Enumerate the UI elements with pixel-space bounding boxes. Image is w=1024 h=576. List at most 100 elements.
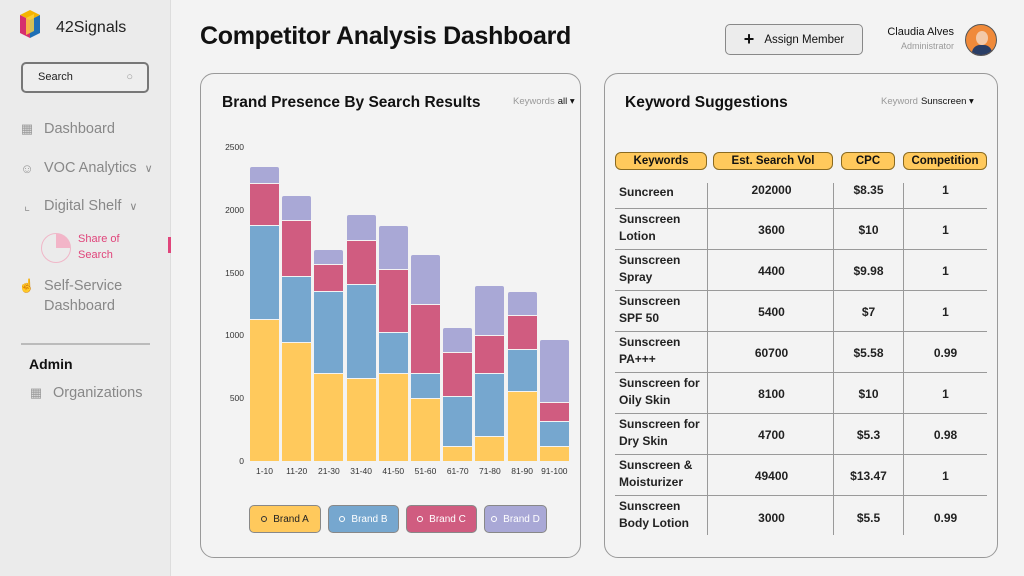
sidebar-item-share-of-search[interactable]: Share of Search <box>78 231 138 263</box>
x-tick-label: 81-90 <box>511 466 533 476</box>
bar-segment[interactable] <box>475 336 505 374</box>
bar-segment[interactable] <box>539 402 569 421</box>
label: Dashboard <box>44 121 115 137</box>
bar-segment[interactable] <box>346 214 376 240</box>
keyword-cell: Sunscreen Lotion <box>619 212 681 243</box>
bar-segment[interactable] <box>314 249 344 264</box>
bar-segment[interactable] <box>539 421 569 446</box>
column-header: CPC <box>841 152 895 170</box>
legend-marker-icon <box>339 516 346 522</box>
value-cell: $5.5 <box>856 510 881 525</box>
y-tick-label: 2000 <box>225 204 244 215</box>
y-tick-label: 1500 <box>225 267 244 278</box>
bar-segment[interactable] <box>443 446 473 461</box>
bar-segment[interactable] <box>507 316 537 350</box>
bar-segment[interactable] <box>378 225 408 269</box>
bar-segment[interactable] <box>507 391 537 461</box>
assign-member-button[interactable]: + Assign Member <box>725 24 863 55</box>
bar-segment[interactable] <box>282 342 312 461</box>
bar-segment[interactable] <box>282 277 312 342</box>
x-tick-label: 71-80 <box>479 466 501 476</box>
value-cell: 4400 <box>758 263 785 278</box>
legend-item[interactable]: Brand B <box>328 505 399 533</box>
keyword-cell: Sunscreen PA+++ <box>619 335 681 366</box>
bar-segment[interactable] <box>411 254 440 304</box>
bar-segment[interactable] <box>346 379 376 461</box>
bar-segment[interactable] <box>539 340 569 402</box>
admin-heading: Admin <box>29 356 73 372</box>
keyword-cell: Sunscreen for Oily Skin <box>619 376 700 407</box>
bar-segment[interactable] <box>346 240 376 284</box>
bar-segment[interactable] <box>378 332 408 374</box>
search-placeholder: Search <box>38 71 73 83</box>
users-icon: ☺ <box>20 160 34 176</box>
bar-segment[interactable] <box>411 374 440 399</box>
column-header: Competition <box>903 152 987 170</box>
bar-segment[interactable] <box>475 374 505 436</box>
value-cell: $10 <box>858 222 879 237</box>
bar-segment[interactable] <box>346 284 376 379</box>
brand-name: 42Signals <box>56 19 127 36</box>
chevron-down-icon: ∨ <box>129 200 138 213</box>
avatar[interactable] <box>965 24 997 56</box>
bar-segment[interactable] <box>250 225 279 320</box>
value-cell: 4700 <box>758 427 785 442</box>
value-cell: $9.98 <box>853 263 884 278</box>
y-tick-label: 0 <box>239 456 244 466</box>
legend-item[interactable]: Brand D <box>484 505 547 533</box>
keyword-cell: Sunscreen Spray <box>619 253 681 284</box>
bar-segment[interactable] <box>443 396 473 446</box>
bar-segment[interactable] <box>475 286 505 336</box>
x-tick-label: 41-50 <box>382 466 405 476</box>
chart-line-icon: ⌞ <box>23 198 31 213</box>
row-divider <box>615 249 987 250</box>
x-tick-label: 11-20 <box>286 466 308 476</box>
bar-segment[interactable] <box>378 374 408 461</box>
column-divider <box>833 183 834 535</box>
bar-segment[interactable] <box>507 350 537 391</box>
column-divider <box>903 183 904 535</box>
bar-segment[interactable] <box>443 352 473 396</box>
filter-label: Keywords <box>513 96 555 107</box>
x-tick-label: 51-60 <box>414 466 437 476</box>
keyword-cell: Suncreen <box>619 185 674 199</box>
bar-segment[interactable] <box>314 374 344 461</box>
hand-icon: ☝ <box>18 278 36 293</box>
x-tick-label: 61-70 <box>446 466 469 476</box>
bar-segment[interactable] <box>411 305 440 374</box>
keyword-cell: Sunscreen for Dry Skin <box>619 417 700 448</box>
sidebar-item-voc-analytics[interactable]: ☺ VOC Analytics ∨ <box>18 160 152 176</box>
bar-segment[interactable] <box>282 221 312 277</box>
keyword-cell: Sunscreen Body Lotion <box>619 499 689 530</box>
legend-item[interactable]: Brand C <box>406 505 477 533</box>
legend-marker-icon <box>261 516 268 522</box>
bar-segment[interactable] <box>314 264 344 292</box>
keyword-filter[interactable]: Keyword Sunscreen ▾ <box>881 96 974 107</box>
keywords-filter[interactable]: Keywords all ▾ <box>513 96 575 107</box>
bar-segment[interactable] <box>314 292 344 374</box>
x-tick-label: 21-30 <box>318 466 340 476</box>
page-title: Competitor Analysis Dashboard <box>200 22 572 50</box>
bar-segment[interactable] <box>282 196 312 221</box>
bar-segment[interactable] <box>411 399 440 461</box>
search-input[interactable]: Search ○ <box>21 62 149 93</box>
sidebar-item-self-service-dashboard[interactable]: ☝ Self-Service Dashboard <box>18 276 144 316</box>
value-cell: $8.35 <box>853 183 884 197</box>
legend-marker-icon <box>491 516 498 522</box>
bar-segment[interactable] <box>539 446 569 461</box>
bar-segment[interactable] <box>250 320 279 461</box>
bar-segment[interactable] <box>443 327 473 352</box>
bar-segment[interactable] <box>475 436 505 461</box>
sidebar-item-organizations[interactable]: ▦ Organizations <box>27 385 143 401</box>
value-cell: 3600 <box>758 222 785 237</box>
bar-segment[interactable] <box>250 166 279 184</box>
bar-segment[interactable] <box>507 292 537 316</box>
plus-icon: + <box>743 29 755 49</box>
bar-segment[interactable] <box>250 184 279 225</box>
row-divider <box>615 208 987 209</box>
sidebar-item-digital-shelf[interactable]: ⌞ Digital Shelf ∨ <box>18 198 137 214</box>
filter-label: Keyword <box>881 96 918 107</box>
legend-item[interactable]: Brand A <box>249 505 321 533</box>
sidebar-item-dashboard[interactable]: ▦ Dashboard <box>18 121 115 137</box>
bar-segment[interactable] <box>378 269 408 332</box>
